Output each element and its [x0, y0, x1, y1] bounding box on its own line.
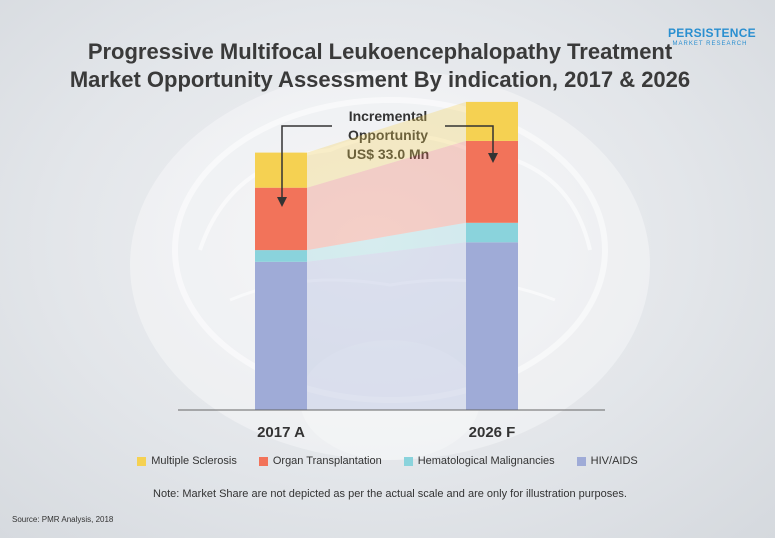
legend-label-organ-transplantation: Organ Transplantation: [272, 455, 382, 467]
legend-swatch-hiv-aids: [576, 456, 586, 466]
annotation-line-1: Incremental: [348, 108, 428, 124]
source-text: Source: PMR Analysis, 2018: [12, 515, 114, 524]
legend: Multiple Sclerosis Organ Transplantation…: [80, 455, 695, 467]
legend-label-multiple-sclerosis: Multiple Sclerosis: [151, 455, 237, 467]
connector-band-multiple-sclerosis: [307, 101, 466, 188]
connector-band-hematological-malignancies: [307, 222, 466, 262]
connector-band-organ-transplantation: [307, 140, 466, 251]
incremental-opportunity-annotation: Incremental Opportunity US$ 33.0 Mn: [318, 107, 458, 164]
chart-title-line-2: Market Opportunity Assessment By indicat…: [69, 67, 691, 92]
logo-sub-text: MARKET RESEARCH: [672, 41, 748, 47]
x-tick-label-2017-a: 2017 A: [257, 424, 305, 441]
persistence-logo: PERSISTENCE MARKET RESEARCH: [668, 26, 756, 47]
chart-title: Progressive Multifocal Leukoencephalopat…: [60, 38, 700, 94]
arrow-left: [281, 125, 332, 199]
bar-segment-2017-a-hematological-malignancies: [255, 250, 307, 262]
legend-swatch-hematological-malignancies: [403, 456, 413, 466]
legend-item-hiv-aids: HIV/AIDS: [576, 455, 638, 467]
connector-bands: [307, 101, 466, 410]
annotation-line-2: Opportunity: [347, 127, 429, 143]
logo-main-text: PERSISTENCE: [668, 26, 756, 40]
legend-item-hematological-malignancies: Hematological Malignancies: [403, 455, 555, 467]
bar-segment-2026-f-hiv-aids: [466, 242, 518, 410]
legend-swatch-organ-transplantation: [258, 456, 268, 466]
connector-band-hiv-aids: [307, 242, 466, 410]
legend-label-hematological-malignancies: Hematological Malignancies: [417, 455, 555, 467]
arrow-right-head-icon: [488, 153, 498, 163]
x-tick-label-2026-f: 2026 F: [469, 424, 516, 441]
legend-item-organ-transplantation: Organ Transplantation: [258, 455, 382, 467]
bar-segment-2017-a-hiv-aids: [255, 261, 307, 410]
footnote: Note: Market Share are not depicted as p…: [153, 488, 627, 500]
arrow-right: [445, 125, 494, 155]
bars: [255, 101, 518, 410]
legend-swatch-multiple-sclerosis: [137, 456, 147, 466]
bar-segment-2026-f-multiple-sclerosis: [466, 101, 518, 141]
legend-label-hiv-aids: HIV/AIDS: [590, 455, 638, 467]
arrow-left-head-icon: [277, 197, 287, 207]
chart-title-line-1: Progressive Multifocal Leukoencephalopat…: [87, 39, 673, 64]
x-tick-labels: 2017 A 2026 F: [257, 424, 515, 441]
annotation-line-3: US$ 33.0 Mn: [346, 146, 430, 162]
bar-segment-2026-f-hematological-malignancies: [466, 222, 518, 243]
bar-segment-2017-a-multiple-sclerosis: [255, 152, 307, 188]
legend-item-multiple-sclerosis: Multiple Sclerosis: [137, 455, 237, 467]
